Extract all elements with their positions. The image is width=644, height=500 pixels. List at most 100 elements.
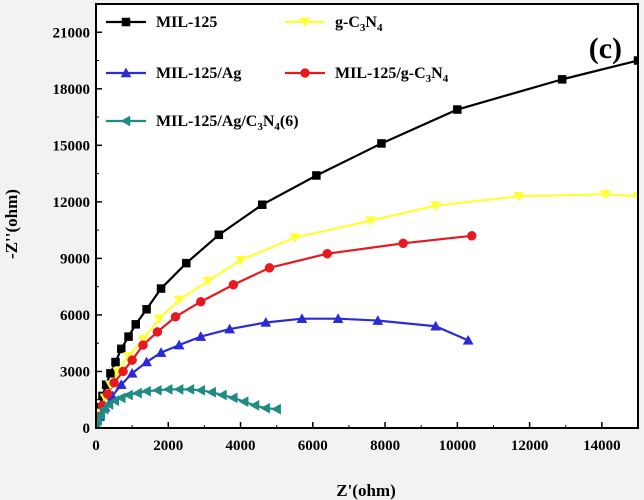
data-point xyxy=(238,396,249,408)
data-point xyxy=(173,295,185,306)
data-point xyxy=(102,389,113,399)
data-point xyxy=(155,347,167,357)
data-point xyxy=(365,216,377,227)
data-point xyxy=(196,296,206,307)
legend: MIL-125 g-C3N4 MIL-125/Ag MIL-125/g-C3N4 MIL… xyxy=(106,14,449,133)
data-point xyxy=(195,384,206,396)
y-axis-title: -Z''(ohm) xyxy=(2,189,21,259)
data-point xyxy=(202,276,214,287)
legend-marker xyxy=(120,115,131,127)
x-tick-label: 10000 xyxy=(439,438,477,454)
x-axis-title: Z'(ohm) xyxy=(336,481,396,500)
legend-label: MIL-125/Ag xyxy=(156,65,241,82)
data-point xyxy=(557,75,567,84)
data-point xyxy=(170,312,181,322)
legend-marker xyxy=(299,17,311,28)
data-point xyxy=(173,383,184,395)
data-point xyxy=(228,280,239,290)
legend-label: MIL-125/g-C3N4 xyxy=(335,65,449,85)
data-point xyxy=(224,323,236,334)
data-point xyxy=(467,231,477,241)
x-tick-label: 2000 xyxy=(153,438,183,454)
y-tick-label: 18000 xyxy=(53,82,91,98)
y-tick-label: 12000 xyxy=(53,195,91,211)
data-point xyxy=(257,200,267,209)
y-tick-label: 0 xyxy=(83,421,91,437)
data-point xyxy=(118,366,128,377)
data-point xyxy=(182,258,191,268)
data-point xyxy=(126,367,138,378)
data-point xyxy=(151,384,162,396)
plot-frame xyxy=(95,3,639,429)
data-point xyxy=(216,389,227,401)
x-tick-label: 0 xyxy=(92,438,100,454)
data-point xyxy=(103,399,114,410)
data-point xyxy=(289,233,301,244)
data-point xyxy=(249,399,260,411)
data-point xyxy=(430,320,442,331)
data-point xyxy=(142,305,151,314)
data-point xyxy=(462,334,474,345)
series-markers xyxy=(96,56,638,428)
data-point xyxy=(513,191,525,202)
data-point xyxy=(312,171,321,180)
data-point xyxy=(296,313,308,323)
x-tick-label: 12000 xyxy=(511,438,549,454)
data-point xyxy=(141,385,151,397)
data-point xyxy=(132,387,142,399)
x-tick-label: 6000 xyxy=(298,438,328,454)
data-point xyxy=(141,356,153,367)
data-point xyxy=(372,315,384,325)
data-point xyxy=(195,331,207,341)
legend-marker xyxy=(300,68,310,78)
data-point xyxy=(206,386,216,398)
data-point xyxy=(271,403,281,415)
x-tick-label: 8000 xyxy=(370,438,400,454)
data-point xyxy=(96,415,103,426)
data-point xyxy=(633,56,638,65)
y-tick-label: 15000 xyxy=(53,138,91,154)
data-point xyxy=(162,383,173,395)
data-point xyxy=(398,238,408,249)
data-point xyxy=(214,230,224,240)
data-point xyxy=(600,190,611,200)
data-point xyxy=(173,339,185,350)
y-tick-label: 9000 xyxy=(60,251,90,267)
data-point xyxy=(332,313,344,323)
data-point xyxy=(632,191,638,202)
data-point xyxy=(227,392,238,404)
data-point xyxy=(117,344,126,354)
data-point xyxy=(260,316,272,327)
data-point xyxy=(264,263,275,273)
data-point xyxy=(235,256,246,266)
legend-marker xyxy=(121,17,131,27)
data-point xyxy=(153,314,165,325)
x-tick-label: 4000 xyxy=(226,438,256,454)
legend-label: g-C3N4 xyxy=(335,14,383,34)
data-point xyxy=(152,327,163,337)
legend-label: MIL-125 xyxy=(156,14,217,31)
data-point xyxy=(96,409,105,421)
data-point xyxy=(124,332,133,341)
y-tick-label: 6000 xyxy=(60,308,90,324)
data-point xyxy=(138,340,148,350)
data-point xyxy=(109,378,119,388)
data-point xyxy=(430,201,442,212)
panel-label: (c) xyxy=(589,32,622,65)
legend-label: MIL-125/Ag/C3N4(6) xyxy=(156,113,299,133)
data-point xyxy=(184,383,195,395)
data-point xyxy=(156,284,166,293)
data-point xyxy=(453,105,462,114)
plot-area xyxy=(96,4,638,428)
x-tick-label: 14000 xyxy=(583,438,621,454)
data-point xyxy=(322,248,333,259)
data-point xyxy=(131,320,140,329)
axis-ticks xyxy=(95,31,603,429)
data-point xyxy=(115,379,127,389)
data-point xyxy=(98,403,109,415)
y-tick-label: 21000 xyxy=(53,25,91,41)
legend-marker xyxy=(120,67,132,78)
data-point xyxy=(106,369,115,378)
tick-labels: 0 2000 4000 6000 8000 10000 12000 14000 0 3000 600… xyxy=(53,25,621,454)
data-point xyxy=(115,392,126,404)
